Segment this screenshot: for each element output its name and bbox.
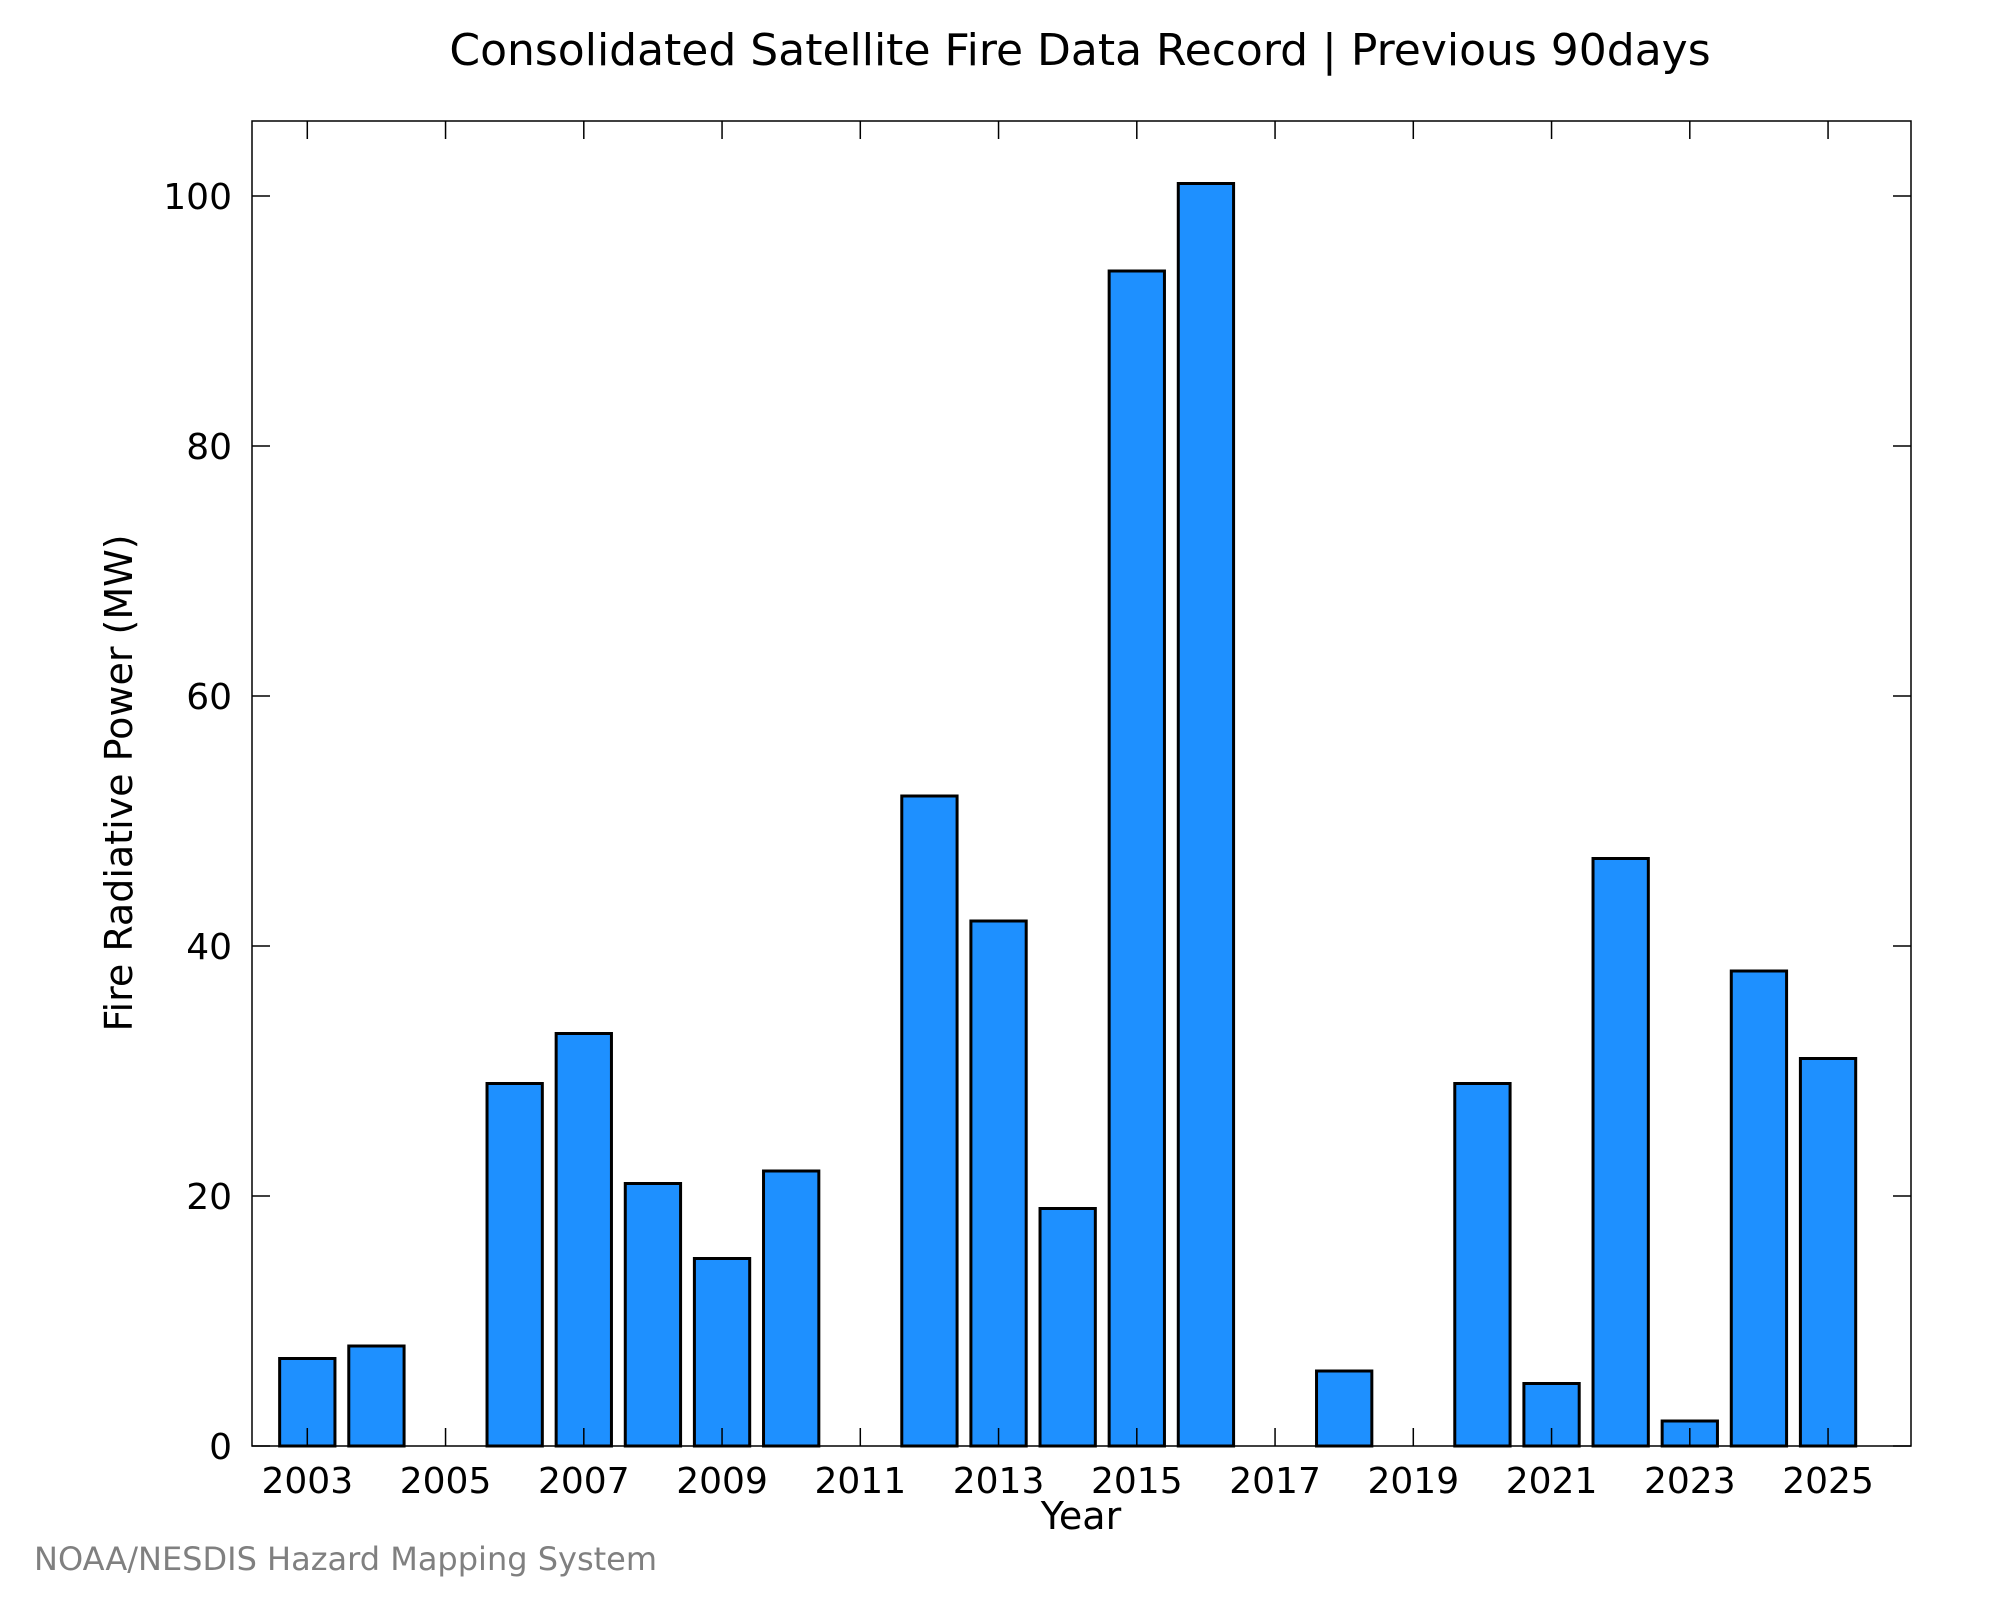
y-axis-label: Fire Radiative Power (MW)	[97, 534, 141, 1031]
footer-credit: NOAA/NESDIS Hazard Mapping System	[34, 1540, 657, 1578]
bars-group	[278, 182, 1858, 1448]
x-tick-label-2021: 2021	[1506, 1461, 1598, 1502]
x-tick-label-2019: 2019	[1367, 1461, 1459, 1502]
bar-2015	[1107, 269, 1166, 1448]
y-tick-label-80: 80	[186, 427, 232, 468]
y-tick-label-40: 40	[186, 927, 232, 968]
x-axis-label: Year	[1040, 1494, 1122, 1538]
x-tick-label-2003: 2003	[261, 1461, 353, 1502]
bar-2022	[1591, 857, 1650, 1448]
y-tick-label-0: 0	[209, 1427, 232, 1468]
y-tick-label-60: 60	[186, 677, 232, 718]
bar-2024	[1729, 969, 1789, 1448]
bar-2006	[485, 1082, 544, 1448]
bar-2004	[347, 1344, 406, 1448]
y-tick-label-20: 20	[186, 1177, 232, 1218]
chart-title: Consolidated Satellite Fire Data Record …	[449, 25, 1710, 76]
y-axis-ticks: 0 20 40 60 80 100	[163, 177, 1911, 1468]
bar-2008	[623, 1182, 683, 1448]
x-tick-label-2009: 2009	[676, 1461, 768, 1502]
bar-2012	[900, 794, 959, 1448]
bar-2014	[1038, 1207, 1097, 1448]
x-tick-label-2007: 2007	[538, 1461, 630, 1502]
x-tick-label-2017: 2017	[1229, 1461, 1321, 1502]
bar-2018	[1315, 1369, 1374, 1448]
bar-2025	[1798, 1057, 1858, 1448]
y-tick-label-100: 100	[163, 177, 232, 218]
x-axis-ticks: 2003 2005 2007 2009 2011 2013 2015 2017 2019 2021…	[261, 121, 1874, 1502]
bar-2016	[1176, 182, 1236, 1448]
bar-2013	[969, 919, 1028, 1448]
x-tick-label-2023: 2023	[1644, 1461, 1736, 1502]
x-tick-label-2015: 2015	[1091, 1461, 1183, 1502]
x-tick-label-2025: 2025	[1782, 1461, 1874, 1502]
x-tick-label-2005: 2005	[400, 1461, 492, 1502]
x-tick-label-2011: 2011	[814, 1461, 906, 1502]
bar-2020	[1453, 1082, 1512, 1448]
bar-2007	[554, 1032, 613, 1448]
bar-2010	[762, 1169, 821, 1448]
bar-2009	[692, 1257, 752, 1448]
x-tick-label-2013: 2013	[953, 1461, 1045, 1502]
